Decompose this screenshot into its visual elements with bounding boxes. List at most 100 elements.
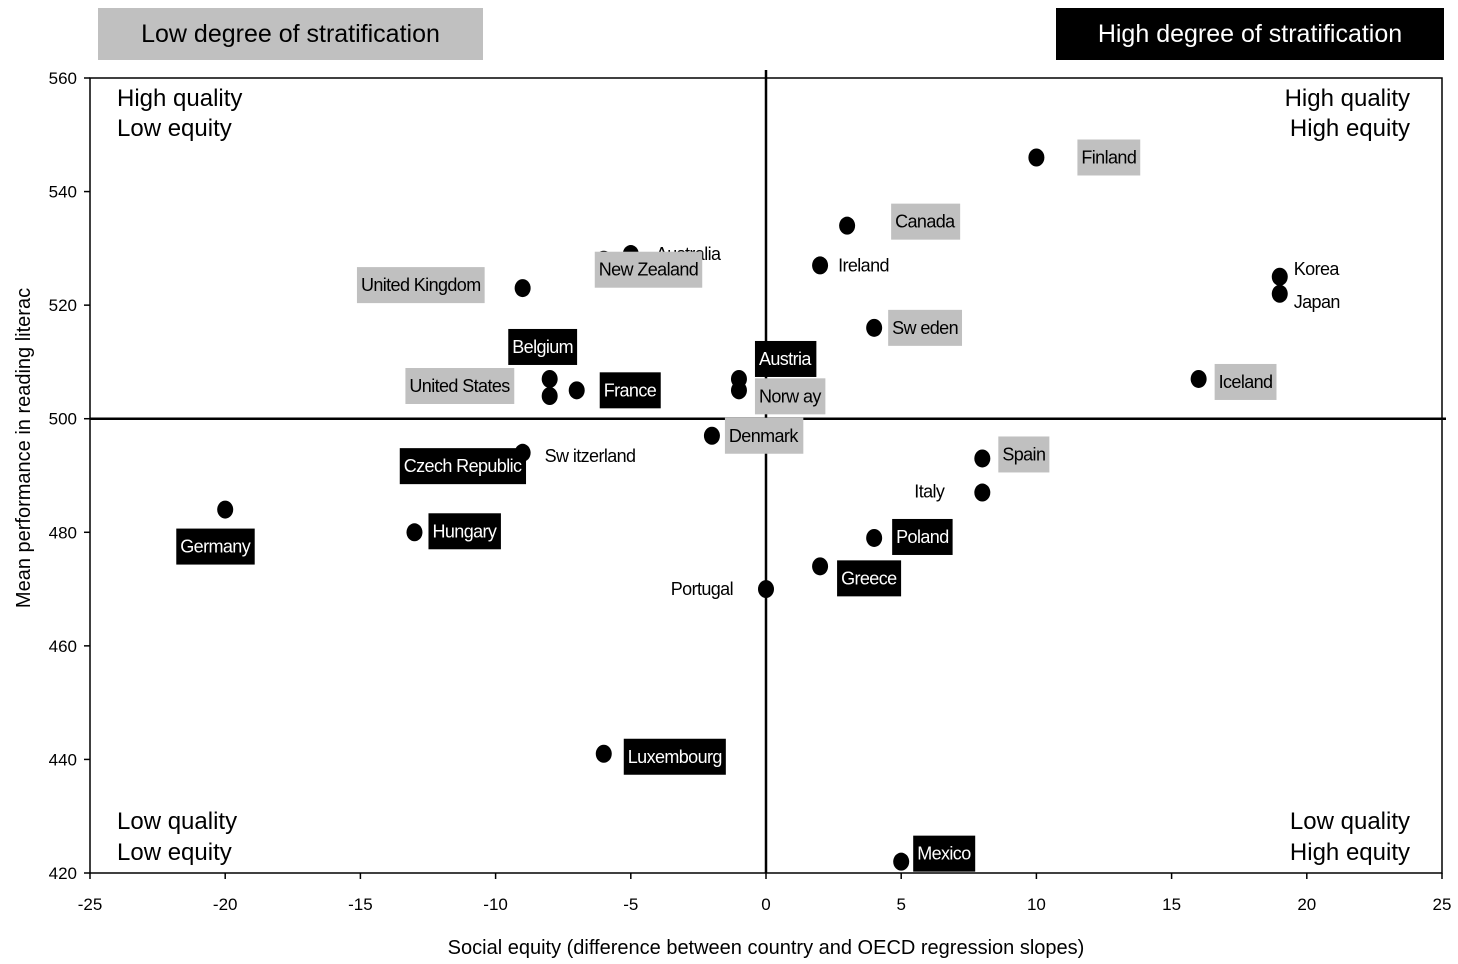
label-text-sw-eden: Sw eden xyxy=(892,318,958,338)
y-tick-label: 500 xyxy=(49,410,77,429)
label-text-spain: Spain xyxy=(1002,444,1045,464)
label-text-mexico: Mexico xyxy=(917,844,971,864)
data-points xyxy=(217,148,1288,871)
point-greece xyxy=(812,557,829,576)
label-box-denmark xyxy=(724,417,804,454)
label-box-new-zealand xyxy=(594,251,703,288)
x-tick-label: -20 xyxy=(213,895,238,914)
quadrant-bottom-right-line2: High equity xyxy=(1290,839,1410,866)
label-text-finland: Finland xyxy=(1081,148,1136,168)
y-tick-label: 520 xyxy=(49,296,77,315)
y-tick-label: 440 xyxy=(49,750,77,769)
label-text-portugal: Portugal xyxy=(671,579,733,599)
label-denmark: Denmark xyxy=(724,417,804,454)
label-text-iceland: Iceland xyxy=(1219,372,1273,392)
quadrant-bottom-right-line1: Low quality xyxy=(1290,808,1410,835)
x-tick-label: -5 xyxy=(623,895,638,914)
y-tick-label: 460 xyxy=(49,637,77,656)
label-portugal: Portugal xyxy=(671,579,734,599)
label-sw-itzerland: Sw itzerland xyxy=(545,446,636,466)
label-box-sw-eden xyxy=(888,309,963,346)
point-japan xyxy=(1271,284,1288,303)
y-tick-label: 560 xyxy=(49,69,77,88)
x-tick-label: 20 xyxy=(1297,895,1316,914)
point-sw-eden xyxy=(866,318,883,337)
label-box-greece xyxy=(837,560,902,597)
axes: -25 -20 -15 -10 -5 0 5 10 15 20 25 420 440 460 480 500 5… xyxy=(49,69,1452,914)
label-box-canada xyxy=(891,203,961,240)
legend-high-label: High degree of stratification xyxy=(1097,19,1403,48)
label-united-states: United States xyxy=(405,368,515,404)
point-portugal xyxy=(758,580,774,599)
label-box-hungary xyxy=(428,513,501,550)
point-belgium xyxy=(541,369,558,388)
point-finland xyxy=(1028,148,1045,167)
point-mexico xyxy=(893,852,910,871)
label-finland: Finland xyxy=(1077,139,1141,176)
label-text-france: France xyxy=(604,380,657,400)
point-iceland xyxy=(1190,369,1207,388)
label-text-luxembourg: Luxembourg xyxy=(628,747,722,767)
label-text-denmark: Denmark xyxy=(729,426,799,446)
label-ireland: Ireland xyxy=(838,255,889,275)
label-germany: Germany xyxy=(176,528,255,565)
label-box-mexico xyxy=(913,835,976,872)
point-canada xyxy=(839,216,856,235)
label-luxembourg: Luxembourg xyxy=(623,738,726,775)
label-box-luxembourg xyxy=(623,738,726,775)
y-tick-label: 540 xyxy=(49,183,77,202)
quadrant-top-left-line1: High quality xyxy=(117,85,242,112)
x-tick-label: 15 xyxy=(1162,895,1181,914)
label-text-ireland: Ireland xyxy=(838,255,889,275)
label-czech-republic: Czech Republic xyxy=(399,448,527,485)
label-united-kingdom: United Kingdom xyxy=(356,267,485,304)
label-text-poland: Poland xyxy=(896,527,948,547)
label-canada: Canada xyxy=(891,203,961,240)
point-korea xyxy=(1271,267,1288,286)
label-text-austria: Austria xyxy=(759,349,812,369)
point-norw-ay xyxy=(730,381,747,400)
label-box-iceland xyxy=(1214,363,1277,400)
y-axis-label: Mean performance in reading literac xyxy=(13,288,35,608)
label-text-united-states: United States xyxy=(409,376,510,396)
label-text-canada: Canada xyxy=(895,212,956,232)
x-tick-label: 10 xyxy=(1027,895,1046,914)
label-text-czech-republic: Czech Republic xyxy=(404,456,522,476)
x-tick-label: -25 xyxy=(78,895,103,914)
label-text-greece: Greece xyxy=(841,568,897,588)
label-greece: Greece xyxy=(837,560,902,597)
label-text-belgium: Belgium xyxy=(512,337,573,357)
point-ireland xyxy=(812,256,829,275)
label-text-new-zealand: New Zealand xyxy=(599,260,698,280)
label-box-finland xyxy=(1077,139,1141,176)
point-united-kingdom xyxy=(514,279,531,298)
quadrant-top-right-line2: High equity xyxy=(1290,115,1410,142)
label-box-germany xyxy=(176,528,255,565)
label-box-belgium xyxy=(508,328,578,365)
label-norw-ay: Norw ay xyxy=(754,378,826,415)
legend-high-stratification: High degree of stratification xyxy=(1056,8,1444,60)
quadrant-bottom-left-line2: Low equity xyxy=(117,839,232,866)
label-box-france xyxy=(599,372,661,409)
label-spain: Spain xyxy=(998,436,1050,473)
y-tick-label: 480 xyxy=(49,523,77,542)
label-box-united-kingdom xyxy=(356,267,485,304)
label-korea: Korea xyxy=(1294,259,1341,279)
label-iceland: Iceland xyxy=(1214,363,1277,400)
label-box-norw-ay xyxy=(754,378,826,415)
label-text-hungary: Hungary xyxy=(432,521,496,541)
label-box-czech-republic xyxy=(399,448,527,485)
label-text-germany: Germany xyxy=(180,537,250,557)
x-tick-label: 0 xyxy=(761,895,770,914)
point-luxembourg xyxy=(595,744,612,763)
label-new-zealand: New Zealand xyxy=(594,251,703,288)
legend-low-stratification: Low degree of stratification xyxy=(98,8,483,60)
label-austria: Austria xyxy=(754,340,817,377)
point-labels: Finland Canada Ireland Korea Japan Sw eden Ice… xyxy=(176,139,1341,872)
point-spain xyxy=(974,449,991,468)
point-hungary xyxy=(406,523,423,542)
x-tick-label: 5 xyxy=(896,895,905,914)
label-hungary: Hungary xyxy=(428,513,501,550)
label-text-sw-itzerland: Sw itzerland xyxy=(545,446,636,466)
